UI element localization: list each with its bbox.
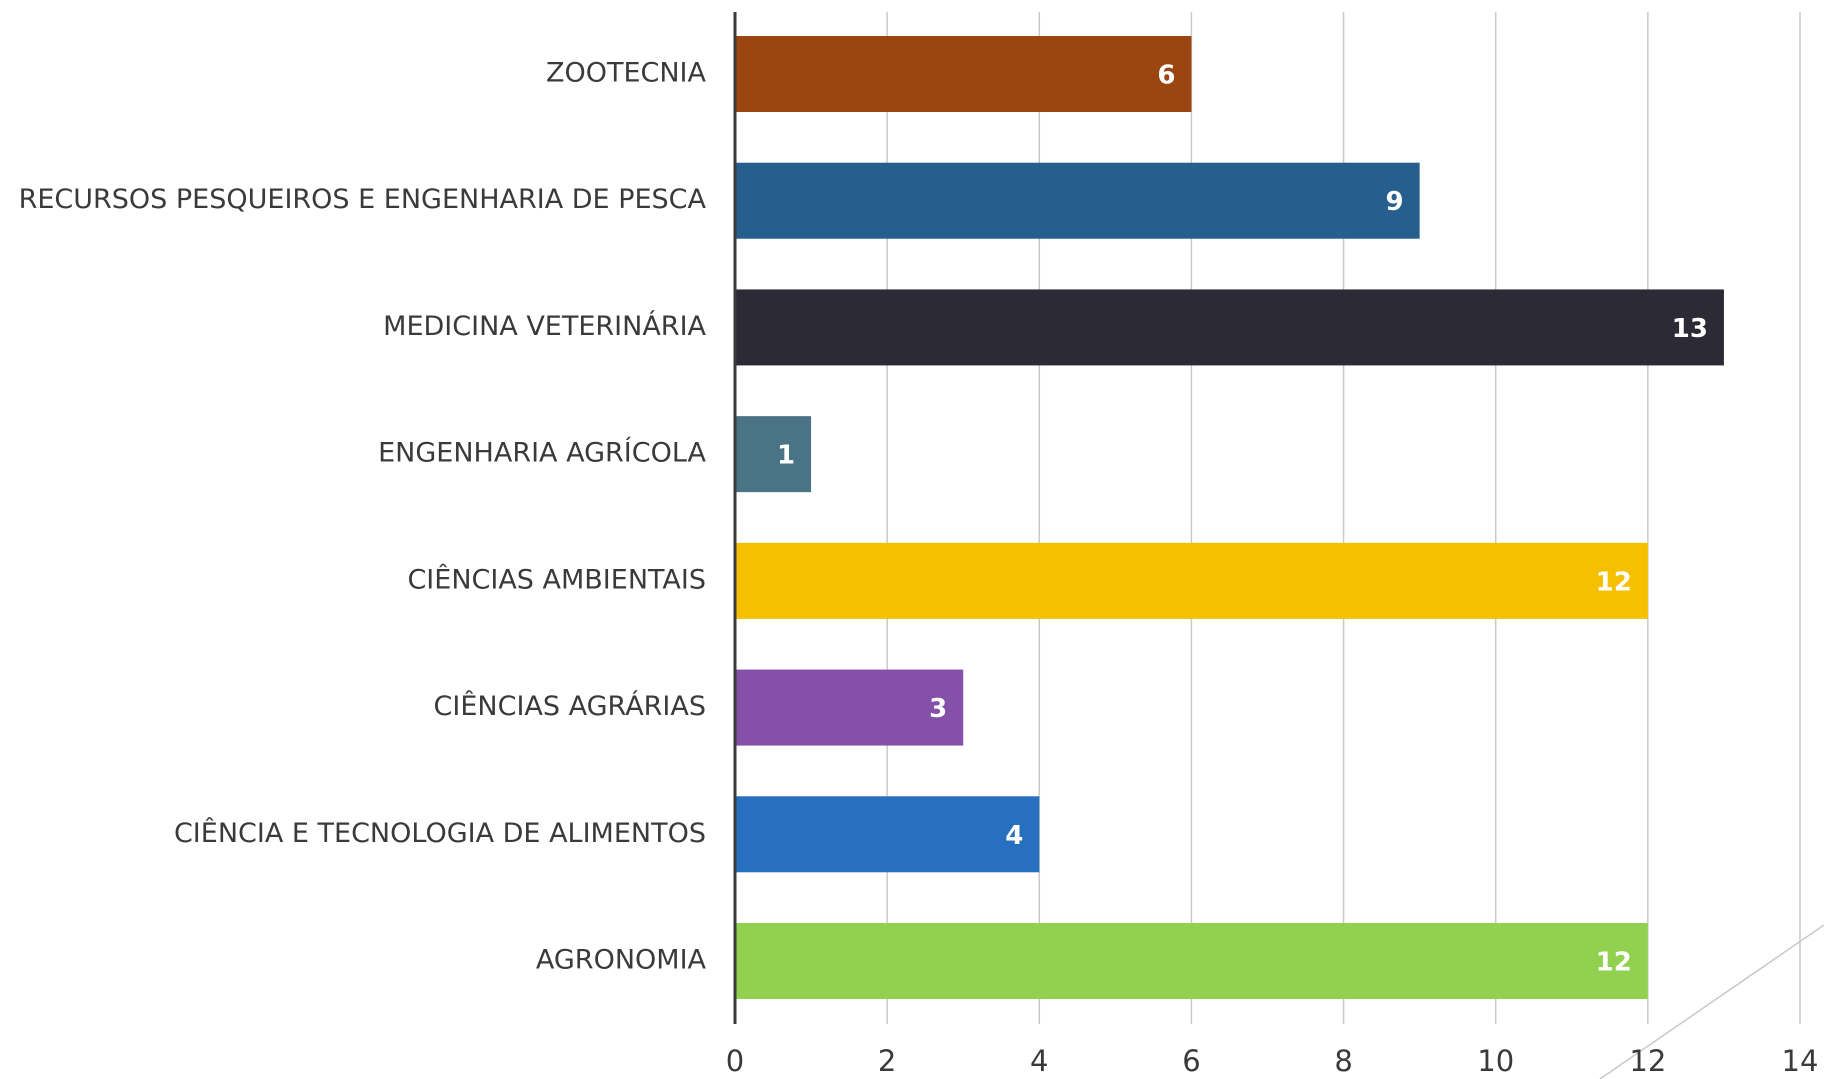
data-label: 4	[1005, 821, 1023, 851]
data-label: 12	[1596, 567, 1632, 597]
bar	[735, 162, 1420, 239]
y-tick-label: CIÊNCIAS AGRÁRIAS	[434, 690, 706, 722]
x-tick-label: 2	[878, 1044, 896, 1078]
bar	[735, 669, 964, 746]
y-tick-label: ZOOTECNIA	[546, 58, 707, 89]
x-tick-label: 0	[726, 1044, 744, 1078]
x-tick-label: 4	[1030, 1044, 1048, 1078]
data-label: 6	[1157, 61, 1175, 91]
bar	[735, 923, 1648, 999]
bar	[735, 36, 1192, 112]
x-tick-label: 14	[1782, 1044, 1819, 1078]
y-tick-label: MEDICINA VETERINÁRIA	[383, 310, 706, 342]
bar	[735, 416, 812, 493]
y-tick-label: CIÊNCIA E TECNOLOGIA DE ALIMENTOS	[174, 817, 706, 849]
bar	[735, 542, 1648, 619]
y-tick-label: RECURSOS PESQUEIROS E ENGENHARIA DE PESC…	[19, 184, 707, 215]
data-label: 9	[1386, 187, 1404, 217]
bar	[735, 289, 1724, 366]
x-tick-label: 8	[1334, 1044, 1352, 1078]
x-tick-label: 10	[1477, 1044, 1514, 1078]
bar	[735, 796, 1040, 873]
data-label: 1	[777, 441, 795, 471]
data-label: 12	[1596, 948, 1632, 978]
x-tick-label: 6	[1182, 1044, 1200, 1078]
y-tick-label: CIÊNCIAS AMBIENTAIS	[407, 563, 706, 595]
data-label: 13	[1672, 314, 1708, 344]
decor-line	[1599, 924, 1824, 1079]
x-tick-label: 12	[1629, 1044, 1666, 1078]
y-tick-label: AGRONOMIA	[536, 945, 707, 976]
y-tick-label: ENGENHARIA AGRÍCOLA	[378, 437, 706, 469]
data-label: 3	[929, 694, 947, 724]
